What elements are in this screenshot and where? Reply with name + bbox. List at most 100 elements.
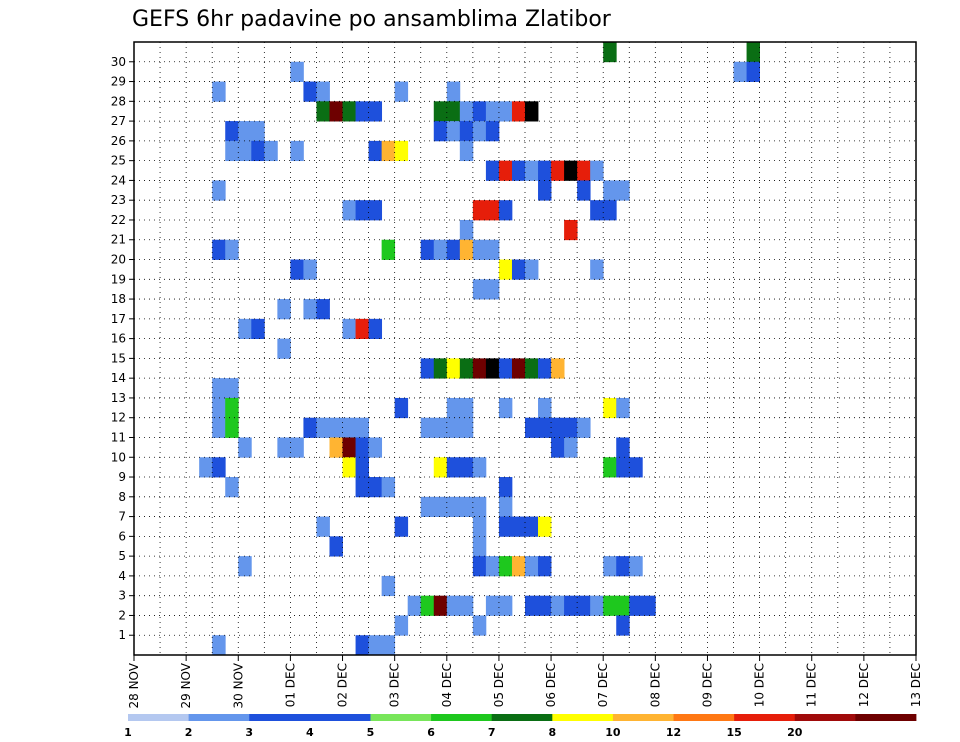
heatmap-cell [472,239,487,260]
heatmap-cell [316,101,330,122]
heatmap-cell [525,259,539,280]
heatmap-cell [238,140,252,162]
x-axis: 28 NOV 29 NOV 30 NOV 01 DEC 02 DEC 03 DEC 04 D… [127,655,923,709]
y-tick-label: 29 [111,75,126,89]
heatmap-cell [329,536,343,557]
heatmap-cell [472,615,487,636]
heatmap-cell [212,397,226,419]
colorbar-label: 2 [185,726,193,739]
heatmap-cell [485,200,500,221]
heatmap-cell [420,417,435,438]
y-tick-label: 13 [111,391,126,405]
heatmap-cell [368,101,383,122]
heatmap-cell [525,160,539,181]
heatmap-cell [577,180,591,201]
heatmap-cell [329,417,343,438]
heatmap-cell [420,239,435,260]
heatmap-cell [746,42,760,63]
heatmap-cell [459,140,474,162]
colorbar-swatch [855,714,917,721]
heatmap-cell [603,180,617,201]
heatmap-cell [551,358,565,379]
y-tick-label: 3 [118,589,126,603]
heatmap-cell [746,61,760,82]
heatmap-cell [472,279,487,300]
heatmap-cell [511,160,526,181]
colorbar-swatch [734,714,796,721]
heatmap-cell [342,200,356,221]
heatmap-cell [212,378,226,399]
x-tick-label: 13 DEC [909,663,923,707]
heatmap-cell [381,239,396,260]
heatmap-cell [459,417,474,438]
y-tick-label: 4 [118,569,126,583]
colorbar-swatch [491,714,553,721]
plot-frame [133,41,917,656]
heatmap-cell [498,397,513,419]
heatmap-cell [485,556,500,577]
heatmap-cell [603,397,617,419]
grid-lines [134,42,916,655]
heatmap-cell [238,556,252,577]
heatmap-cell [251,140,265,162]
heatmap-cell [342,457,356,478]
heatmap-cell [264,140,278,162]
heatmap-cell [485,239,500,260]
heatmap-cell [433,121,448,142]
heatmap-cell [394,140,409,162]
colorbar-label: 8 [548,726,556,739]
heatmap-cell [629,457,643,478]
heatmap-cell [355,200,369,221]
x-tick-label: 11 DEC [805,663,819,707]
heatmap-cell [485,595,500,616]
heatmap-cell [394,615,409,636]
heatmap-cell [590,595,604,616]
heatmap-cell [472,101,487,122]
heatmap-cell [225,239,239,260]
heatmap-cell [355,417,369,438]
colorbar-label: 20 [787,726,803,739]
x-tick-label: 07 DEC [596,663,610,707]
heatmap-cell [616,437,630,458]
x-tick-label: 04 DEC [440,663,454,707]
heatmap-cell [459,101,474,122]
heatmap-cell [551,595,565,616]
heatmap-cell [551,160,565,181]
heatmap-cell [355,101,369,122]
heatmap-cell [459,219,474,241]
heatmap-cell [433,101,448,122]
heatmap-cell [446,457,461,478]
heatmap-cell [355,457,369,478]
heatmap-cell [316,516,330,537]
heatmap-cell [459,496,474,517]
heatmap-cell [538,397,552,419]
heatmap-cell [498,556,513,577]
heatmap-cell [446,81,461,102]
heatmap-cell [498,516,513,537]
heatmap-cell [459,121,474,142]
heatmap-cell [277,437,291,458]
y-tick-label: 5 [118,549,126,563]
x-tick-label: 01 DEC [283,663,297,707]
colorbar-swatch [128,714,190,721]
heatmap-cell [525,516,539,537]
colorbar-label: 1 [124,726,132,739]
colorbar-swatch [188,714,250,721]
heatmap-cell [303,417,317,438]
heatmap-cell [433,358,448,379]
x-tick-label: 09 DEC [701,663,715,707]
heatmap-cell [381,477,396,498]
colorbar-label: 5 [367,726,375,739]
y-tick-label: 6 [118,529,126,543]
heatmap-cell [303,259,317,280]
heatmap-cell [446,595,461,616]
heatmap-cell [511,259,526,280]
heatmap-cell [485,358,500,379]
colorbar-label: 3 [245,726,253,739]
heatmap-cell [303,299,317,320]
chart-title: GEFS 6hr padavine po ansamblima Zlatibor [132,7,612,32]
heatmap-cell [590,160,604,181]
x-tick-label: 29 NOV [179,662,193,708]
heatmap-cell [564,160,578,181]
